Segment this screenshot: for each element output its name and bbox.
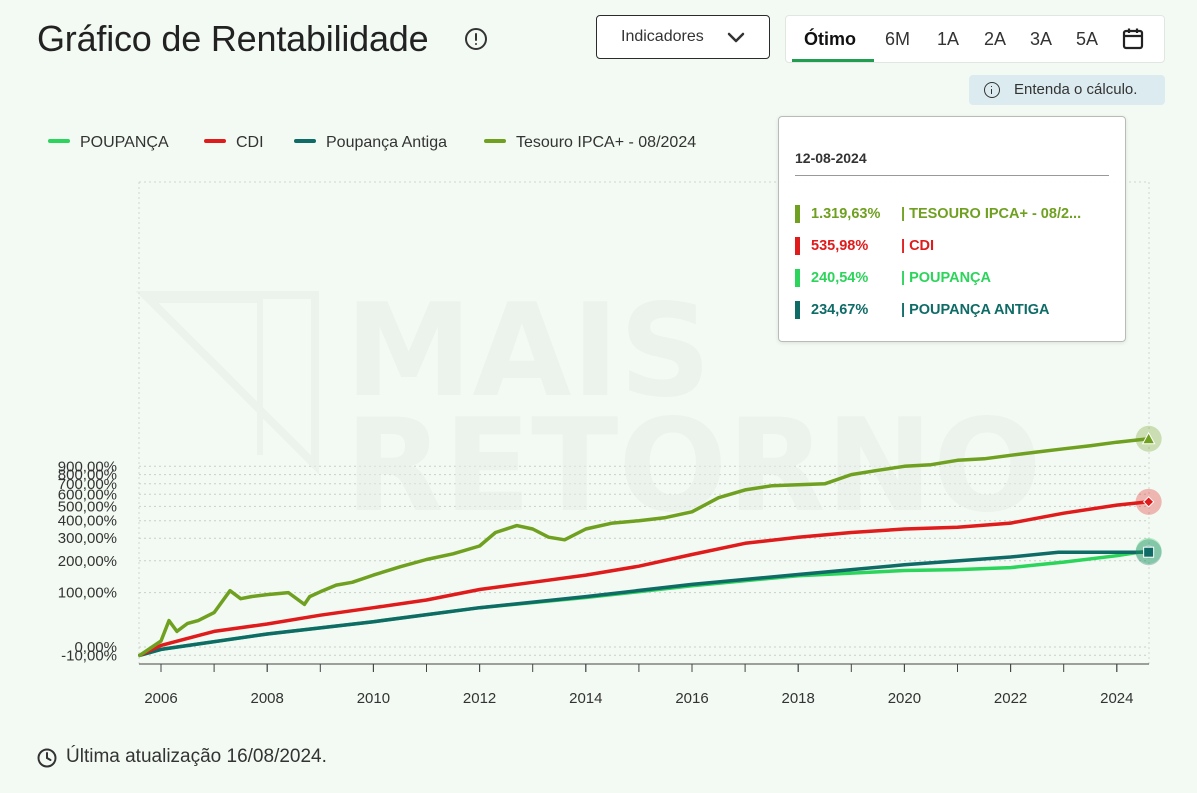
y-tick-label: 300,00% [58,530,117,547]
chart-tooltip: 12-08-2024 1.319,63% | TESOURO IPCA+ - 0… [778,116,1126,342]
end-marker-cdi [1135,488,1162,515]
page-title: Gráfico de Rentabilidade [37,18,429,59]
legend-swatch [204,138,226,143]
x-tick-label: 2022 [994,690,1027,707]
info-icon [984,82,1000,98]
y-tick-label: 800,00% [58,467,117,484]
tab-5a[interactable]: 5A [1076,29,1099,49]
calc-explanation-button[interactable]: Entenda o cálculo. [969,75,1165,105]
x-tick-label: 2018 [782,690,815,707]
legend-item-poupanca-antiga[interactable]: Poupança Antiga [294,134,447,152]
x-tick-label: 2024 [1100,690,1133,707]
calc-explanation-label: Entenda o cálculo. [1014,81,1138,98]
x-tick-label: 2006 [144,690,177,707]
series-line-cdi [138,500,1151,658]
y-tick-label: 400,00% [58,513,117,530]
tab-3a[interactable]: 3A [1030,29,1053,49]
y-tick-label: 500,00% [58,498,117,515]
legend-swatch [484,138,506,143]
y-tick-label: 200,00% [58,553,117,570]
calendar-icon[interactable] [1122,27,1144,51]
tab-otimo[interactable]: Ótimo [804,29,856,49]
info-icon[interactable] [465,28,487,50]
legend-label: POUPANÇA [80,134,169,151]
clock-icon [37,748,57,768]
chevron-down-icon [727,32,745,43]
series-line-tesouro-ipca-08-2024 [138,437,1151,658]
last-update-text: Última atualização 16/08/2024. [66,746,327,767]
tab-1a[interactable]: 1A [937,29,960,49]
y-axis-labels: -10,00%0,00% 100,00% 200,00% 300,00%400,00%… [58,458,117,664]
watermark-text-bottom: RETORNO [345,392,1042,541]
x-tick-label: 2008 [251,690,284,707]
x-tick-label: 2012 [463,690,496,707]
legend-item-poupanca[interactable]: POUPANÇA [48,134,169,152]
x-tick-label: 2010 [357,690,390,707]
legend-label: Tesouro IPCA+ - 08/2024 [516,134,697,151]
end-marker-poupan-a-antiga [1135,539,1162,566]
period-selector: Ótimo 6M 1A 2A 3A 5A [785,15,1165,63]
y-tick-label: -10,00% [61,647,117,664]
x-tick-label: 2020 [888,690,921,707]
x-tick-label: 2016 [675,690,708,707]
tooltip-divider [795,175,1109,176]
x-tick-label: 2014 [569,690,602,707]
y-tick-label: 600,00% [58,486,117,503]
legend-label: Poupança Antiga [326,134,447,151]
y-tick-label: 0,00% [74,639,117,656]
legend-item-tesouro-ipca[interactable]: Tesouro IPCA+ - 08/2024 [484,134,696,152]
tooltip-date: 12-08-2024 [795,150,867,166]
legend-item-cdi[interactable]: CDI [204,134,264,152]
chart-series [138,437,1151,658]
indicators-dropdown[interactable]: Indicadores [596,15,770,59]
series-line-poupan-a-antiga [138,550,1151,658]
x-axis-labels: 2006 2008 2010 2012 2014 2016 2018 2020 2022 2024 [144,690,1133,707]
tab-2a[interactable]: 2A [984,29,1007,49]
active-tab-indicator [792,59,874,62]
end-marker-tesouro-ipca-08-2024 [1135,425,1162,452]
y-tick-label: 900,00% [58,458,117,475]
indicators-label: Indicadores [621,28,704,45]
legend-swatch [294,138,316,143]
chart-axes [139,663,1149,672]
legend-label: CDI [236,134,264,151]
tab-6m[interactable]: 6M [885,29,911,49]
legend-swatch [48,138,70,143]
y-tick-label: 100,00% [58,585,117,602]
watermark-text-top: MAIS [345,277,711,426]
y-tick-label: 700,00% [58,476,117,493]
series-end-markers [1135,425,1162,566]
